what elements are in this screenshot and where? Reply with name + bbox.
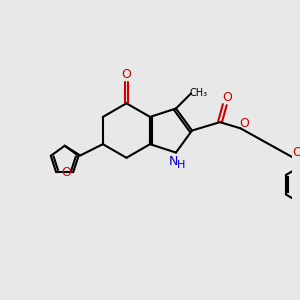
Text: O: O: [61, 166, 71, 178]
Text: O: O: [122, 68, 131, 81]
Text: O: O: [239, 117, 249, 130]
Text: H: H: [177, 160, 185, 170]
Text: O: O: [222, 91, 232, 104]
Text: N: N: [168, 155, 178, 168]
Text: O: O: [292, 146, 300, 159]
Text: CH₃: CH₃: [190, 88, 208, 98]
